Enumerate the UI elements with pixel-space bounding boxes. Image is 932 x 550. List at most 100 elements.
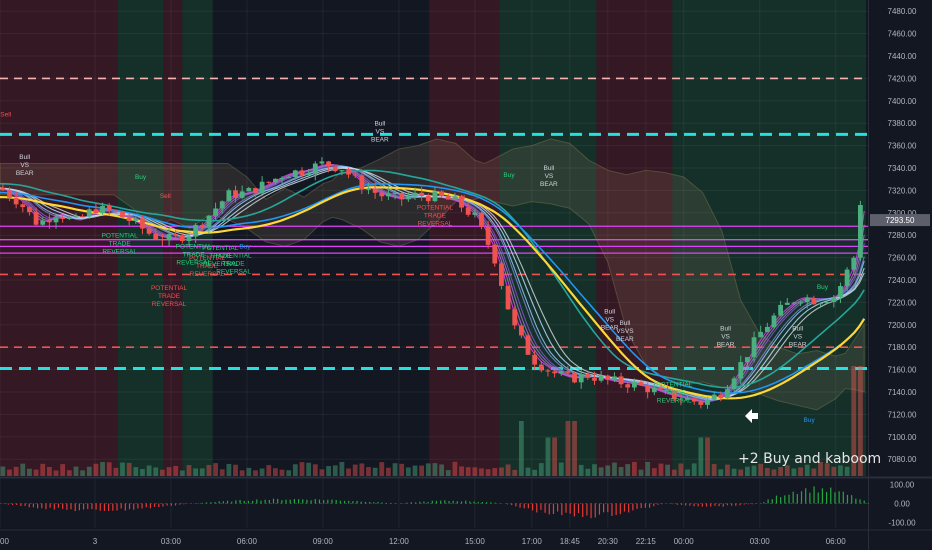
time-axis-label: 00 [0,537,9,546]
volume-bar [665,464,671,476]
candle-body [558,371,564,374]
candle-body [731,378,737,390]
candle-body [778,304,784,316]
candle-body [405,196,411,200]
time-axis-label: 06:00 [237,537,258,546]
oscillator-axis-label: 0.00 [894,500,910,509]
volume-bar [572,421,577,476]
signal-label: REVERSAL [176,260,211,267]
candle-body [299,170,305,175]
candle-body [605,375,611,380]
candle-body [685,398,690,400]
ma-line-blue [0,183,865,394]
candle-body [618,376,624,385]
candle-body [525,335,531,355]
volume-bar [199,468,205,476]
volume-bar [445,470,451,476]
volume-bar [20,463,26,476]
candle-body [439,191,444,197]
candle-body [811,298,817,305]
volume-bar [711,464,717,476]
candle-body [206,215,212,227]
signal-label: VS [20,162,29,169]
candle-body [233,190,238,198]
candle-body [552,371,558,374]
candle-body [286,176,292,179]
volume-bar [226,463,232,476]
candle-body [20,204,26,208]
volume-bar [844,466,850,476]
time-axis-label: 18:45 [560,537,581,546]
trend-zone [596,0,673,476]
volume-bar [40,463,46,476]
volume-bar [213,463,218,476]
volume-bar [379,462,385,476]
volume-bar [273,468,278,476]
volume-bar [725,464,730,476]
candle-body [140,218,145,229]
volume-bar [352,464,358,476]
volume-bar [718,469,724,476]
signal-label: Bull [19,154,30,161]
volume-bar [838,465,843,476]
volume-bar [253,470,258,476]
signal-label: REVERSAL [152,301,187,308]
candle-body [725,389,730,399]
volume-bar [53,470,59,476]
candle-body [459,196,464,208]
candle-body [485,226,491,245]
time-axis-label: 22:15 [636,537,657,546]
volume-bar [126,462,132,476]
volume-bar [818,461,823,476]
volume-bar [771,469,777,476]
candle-body [339,170,345,172]
time-axis-label: 20:30 [598,537,619,546]
candle-body [239,191,245,198]
volume-bar [778,466,784,476]
volume-bar [705,437,710,476]
candle-body [858,205,863,258]
candle-body [372,188,378,193]
candle-body [100,205,105,214]
candle-body [186,236,192,241]
volume-bar [173,465,179,476]
volume-bar [80,470,86,476]
signal-label: Bull [374,120,385,127]
volume-bar [784,465,790,476]
volume-bar [193,468,199,476]
volume-bar [359,463,365,476]
volume-bar [186,465,192,476]
candle-body [445,196,451,200]
candle-body [259,181,265,194]
time-axis-label: 09:00 [313,537,334,546]
volume-bar [319,469,325,476]
candle-body [346,170,351,175]
signal-label: TRADE [183,252,206,259]
price-axis-label: 7280.00 [888,231,917,240]
candle-body [499,263,504,286]
volume-bar [13,466,19,476]
volume-bar [671,469,677,476]
candle-body [592,377,597,381]
signal-label: POTENTIAL [151,285,188,292]
volume-bar [286,470,292,476]
candle-body [213,208,218,216]
volume-bar [598,467,604,476]
candle-body [7,190,12,198]
volume-bar [512,469,518,476]
signal-label: BEAR [601,325,619,332]
candle-body [352,174,358,176]
price-axis-label: 7200.00 [888,321,917,330]
candle-body [638,382,644,386]
candle-body [193,224,199,237]
candle-body [665,388,671,391]
volume-bar [751,465,757,476]
volume-bar [292,464,298,476]
time-axis-label: 3 [93,537,98,546]
volume-bar [33,469,39,476]
volume-bar [691,463,697,476]
current-price-marker [870,214,930,227]
signal-label: Bull [543,165,554,172]
signal-label: POTENTIAL [202,245,239,252]
